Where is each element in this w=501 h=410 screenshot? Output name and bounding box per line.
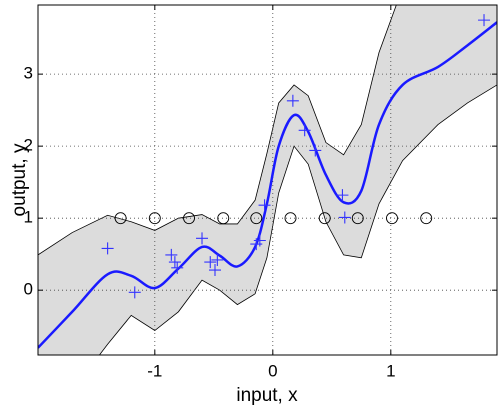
y-tick-label: 0 [24, 280, 33, 299]
inducing-point [318, 212, 331, 225]
data-point [298, 124, 311, 137]
mean-line [38, 21, 497, 349]
data-point [101, 242, 114, 255]
data-point [338, 211, 351, 224]
inducing-point [217, 212, 230, 225]
data-point [196, 232, 209, 245]
inducing-point [284, 212, 297, 225]
data-point [336, 189, 349, 202]
data-point [478, 14, 491, 27]
data-point [309, 144, 322, 157]
data-point [204, 256, 217, 269]
data-point [286, 94, 299, 107]
x-axis-label: input, x [236, 385, 298, 406]
inducing-point [351, 212, 364, 225]
data-point [171, 261, 184, 274]
x-tick-label: 0 [268, 361, 277, 380]
inducing-point [250, 212, 263, 225]
inducing-point [386, 212, 398, 225]
data-point [168, 256, 181, 269]
inducing-point [420, 212, 433, 225]
y-tick-label: 2 [24, 136, 33, 155]
inducing-point [114, 212, 127, 225]
inducing-point [148, 212, 161, 225]
x-tick-label: -1 [147, 361, 162, 380]
data-point [253, 234, 266, 247]
x-tick-label: 1 [386, 361, 395, 380]
confidence-band [38, 5, 497, 355]
y-tick-label: 3 [24, 64, 33, 83]
data-point [208, 264, 221, 277]
inducing-point [183, 212, 195, 225]
data-point [211, 253, 224, 266]
axes: -1 0 1 0 1 2 3 [24, 4, 498, 380]
plot [38, 5, 497, 355]
data-point [128, 286, 141, 299]
axes-frame [37, 4, 498, 356]
y-axis-label: output, y [9, 143, 30, 216]
data-point [258, 199, 271, 212]
data-point [165, 248, 178, 261]
y-tick-label: 1 [24, 208, 33, 227]
